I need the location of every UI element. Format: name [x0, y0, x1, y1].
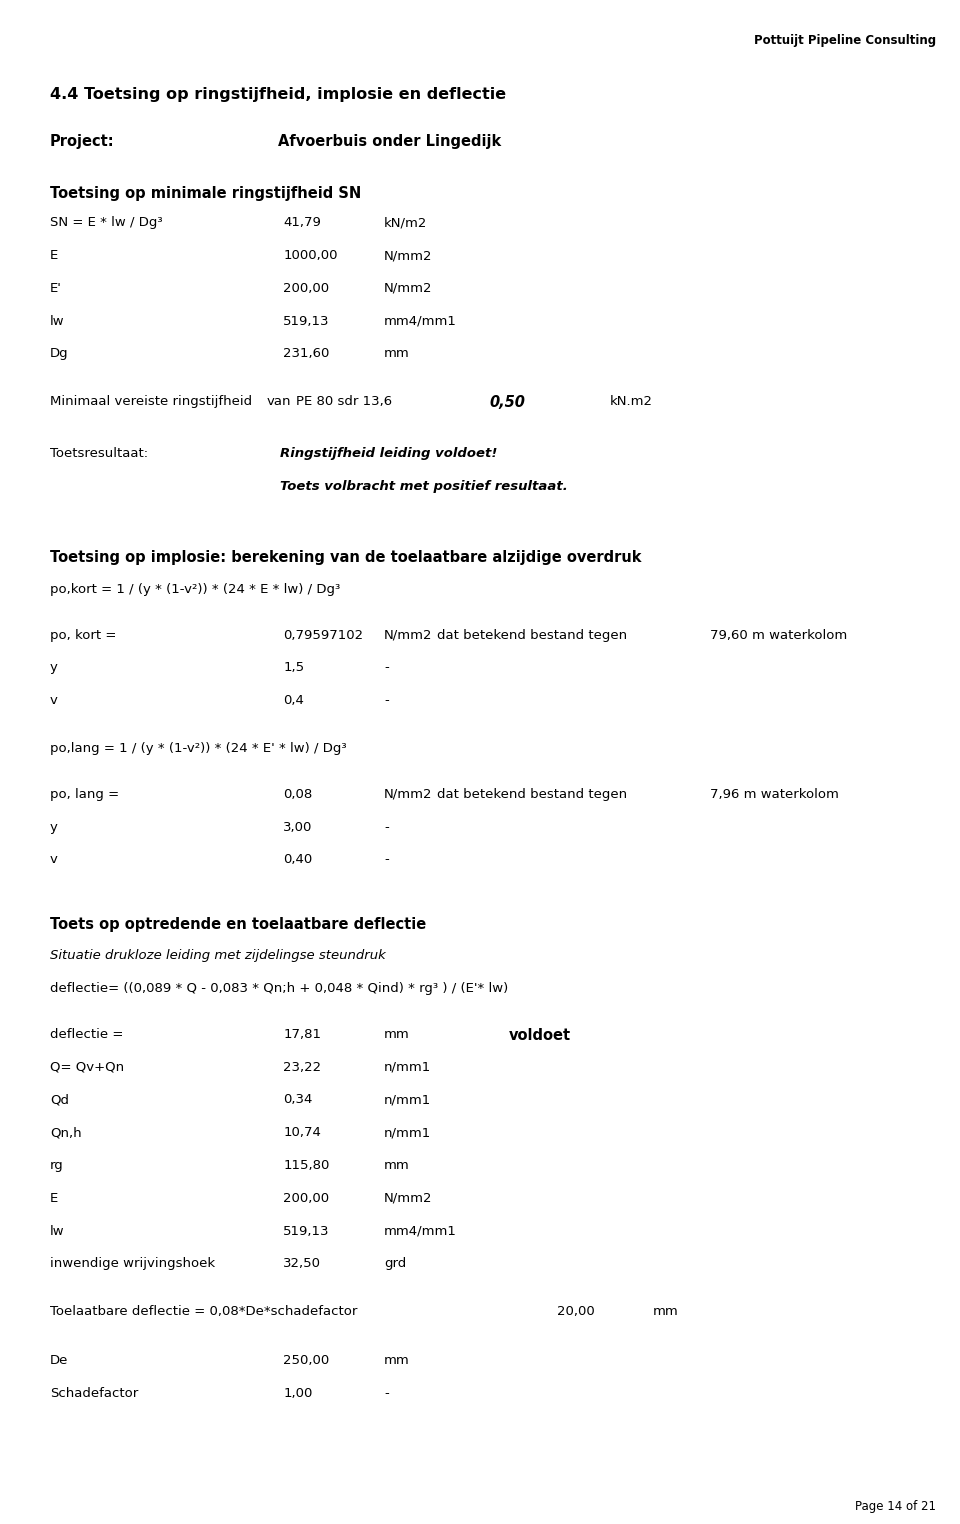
Text: po, kort =: po, kort = — [50, 628, 116, 642]
Text: -: - — [384, 820, 389, 834]
Text: SN = E * lw / Dg³: SN = E * lw / Dg³ — [50, 216, 162, 230]
Text: 4.4 Toetsing op ringstijfheid, implosie en deflectie: 4.4 Toetsing op ringstijfheid, implosie … — [50, 87, 506, 102]
Text: rg: rg — [50, 1158, 63, 1172]
Text: kN/m2: kN/m2 — [384, 216, 427, 230]
Text: E: E — [50, 248, 59, 262]
Text: 0,50: 0,50 — [490, 395, 525, 410]
Text: -: - — [384, 1387, 389, 1401]
Text: voldoet: voldoet — [509, 1027, 571, 1042]
Text: 115,80: 115,80 — [283, 1158, 329, 1172]
Text: 0,40: 0,40 — [283, 853, 312, 867]
Text: 1000,00: 1000,00 — [283, 248, 338, 262]
Text: 1,00: 1,00 — [283, 1387, 313, 1401]
Text: mm: mm — [384, 1353, 410, 1367]
Text: po,kort = 1 / (y * (1-v²)) * (24 * E * lw) / Dg³: po,kort = 1 / (y * (1-v²)) * (24 * E * l… — [50, 582, 340, 596]
Text: 0,4: 0,4 — [283, 693, 304, 707]
Text: -: - — [384, 853, 389, 867]
Text: 519,13: 519,13 — [283, 1224, 329, 1237]
Text: Ringstijfheid leiding voldoet!: Ringstijfheid leiding voldoet! — [280, 447, 497, 460]
Text: N/mm2: N/mm2 — [384, 248, 433, 262]
Text: n/mm1: n/mm1 — [384, 1061, 431, 1074]
Text: Toets op optredende en toelaatbare deflectie: Toets op optredende en toelaatbare defle… — [50, 916, 426, 931]
Text: Minimaal vereiste ringstijfheid: Minimaal vereiste ringstijfheid — [50, 395, 252, 408]
Text: Afvoerbuis onder Lingedijk: Afvoerbuis onder Lingedijk — [278, 134, 502, 149]
Text: Situatie drukloze leiding met zijdelingse steundruk: Situatie drukloze leiding met zijdelings… — [50, 949, 386, 963]
Text: kN.m2: kN.m2 — [610, 395, 653, 408]
Text: mm: mm — [384, 1158, 410, 1172]
Text: Toetsresultaat:: Toetsresultaat: — [50, 447, 148, 460]
Text: PE 80 sdr 13,6: PE 80 sdr 13,6 — [296, 395, 392, 408]
Text: van: van — [267, 395, 292, 408]
Text: E': E' — [50, 282, 61, 296]
Text: v: v — [50, 693, 58, 707]
Text: 0,79597102: 0,79597102 — [283, 628, 363, 642]
Text: mm: mm — [653, 1305, 679, 1318]
Text: dat betekend bestand tegen: dat betekend bestand tegen — [437, 628, 627, 642]
Text: Q= Qv+Qn: Q= Qv+Qn — [50, 1061, 124, 1074]
Text: 32,50: 32,50 — [283, 1257, 322, 1271]
Text: po, lang =: po, lang = — [50, 788, 119, 802]
Text: De: De — [50, 1353, 68, 1367]
Text: Qn,h: Qn,h — [50, 1126, 82, 1140]
Text: y: y — [50, 661, 58, 675]
Text: Project:: Project: — [50, 134, 114, 149]
Text: 17,81: 17,81 — [283, 1027, 322, 1041]
Text: E: E — [50, 1192, 59, 1205]
Text: N/mm2: N/mm2 — [384, 788, 433, 802]
Text: v: v — [50, 853, 58, 867]
Text: N/mm2: N/mm2 — [384, 1192, 433, 1205]
Text: grd: grd — [384, 1257, 406, 1271]
Text: dat betekend bestand tegen: dat betekend bestand tegen — [437, 788, 627, 802]
Text: Toetsing op minimale ringstijfheid SN: Toetsing op minimale ringstijfheid SN — [50, 186, 361, 201]
Text: 3,00: 3,00 — [283, 820, 313, 834]
Text: y: y — [50, 820, 58, 834]
Text: -: - — [384, 661, 389, 675]
Text: mm4/mm1: mm4/mm1 — [384, 314, 457, 328]
Text: mm: mm — [384, 347, 410, 361]
Text: n/mm1: n/mm1 — [384, 1093, 431, 1106]
Text: 0,08: 0,08 — [283, 788, 312, 802]
Text: n/mm1: n/mm1 — [384, 1126, 431, 1140]
Text: N/mm2: N/mm2 — [384, 628, 433, 642]
Text: 20,00: 20,00 — [557, 1305, 594, 1318]
Text: Page 14 of 21: Page 14 of 21 — [855, 1500, 936, 1513]
Text: 0,34: 0,34 — [283, 1093, 313, 1106]
Text: Dg: Dg — [50, 347, 68, 361]
Text: 79,60 m waterkolom: 79,60 m waterkolom — [710, 628, 848, 642]
Text: lw: lw — [50, 314, 64, 328]
Text: 519,13: 519,13 — [283, 314, 329, 328]
Text: 41,79: 41,79 — [283, 216, 321, 230]
Text: deflectie =: deflectie = — [50, 1027, 123, 1041]
Text: mm: mm — [384, 1027, 410, 1041]
Text: Qd: Qd — [50, 1093, 69, 1106]
Text: Pottuijt Pipeline Consulting: Pottuijt Pipeline Consulting — [754, 34, 936, 47]
Text: 7,96 m waterkolom: 7,96 m waterkolom — [710, 788, 839, 802]
Text: 23,22: 23,22 — [283, 1061, 322, 1074]
Text: N/mm2: N/mm2 — [384, 282, 433, 296]
Text: 1,5: 1,5 — [283, 661, 304, 675]
Text: 231,60: 231,60 — [283, 347, 329, 361]
Text: -: - — [384, 693, 389, 707]
Text: Toelaatbare deflectie = 0,08*De*schadefactor: Toelaatbare deflectie = 0,08*De*schadefa… — [50, 1305, 357, 1318]
Text: deflectie= ((0,089 * Q - 0,083 * Qn;h + 0,048 * Qind) * rg³ ) / (E'* lw): deflectie= ((0,089 * Q - 0,083 * Qn;h + … — [50, 981, 508, 995]
Text: 250,00: 250,00 — [283, 1353, 329, 1367]
Text: Toets volbracht met positief resultaat.: Toets volbracht met positief resultaat. — [280, 480, 568, 494]
Text: po,lang = 1 / (y * (1-v²)) * (24 * E' * lw) / Dg³: po,lang = 1 / (y * (1-v²)) * (24 * E' * … — [50, 742, 347, 756]
Text: Schadefactor: Schadefactor — [50, 1387, 138, 1401]
Text: 200,00: 200,00 — [283, 282, 329, 296]
Text: mm4/mm1: mm4/mm1 — [384, 1224, 457, 1237]
Text: lw: lw — [50, 1224, 64, 1237]
Text: 200,00: 200,00 — [283, 1192, 329, 1205]
Text: 10,74: 10,74 — [283, 1126, 321, 1140]
Text: Toetsing op implosie: berekening van de toelaatbare alzijdige overdruk: Toetsing op implosie: berekening van de … — [50, 550, 641, 565]
Text: inwendige wrijvingshoek: inwendige wrijvingshoek — [50, 1257, 215, 1271]
